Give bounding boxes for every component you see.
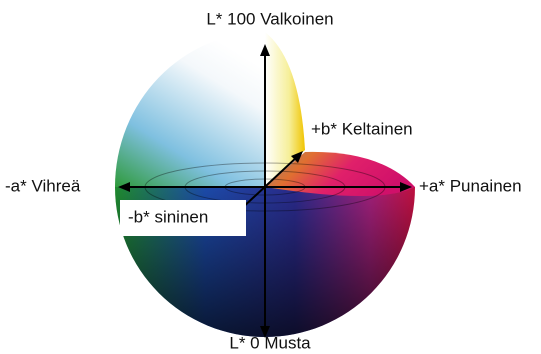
label-top: L* 100 Valkoinen bbox=[206, 9, 333, 28]
label-yellow: +b* Keltainen bbox=[311, 119, 413, 138]
label-bottom: L* 0 Musta bbox=[229, 333, 311, 352]
label-red: +a* Punainen bbox=[419, 176, 522, 195]
lab-diagram: L* 100 Valkoinen +b* Keltainen -a* Vihre… bbox=[0, 0, 541, 354]
label-green: -a* Vihreä bbox=[5, 176, 81, 195]
label-blue: -b* sininen bbox=[128, 207, 208, 226]
